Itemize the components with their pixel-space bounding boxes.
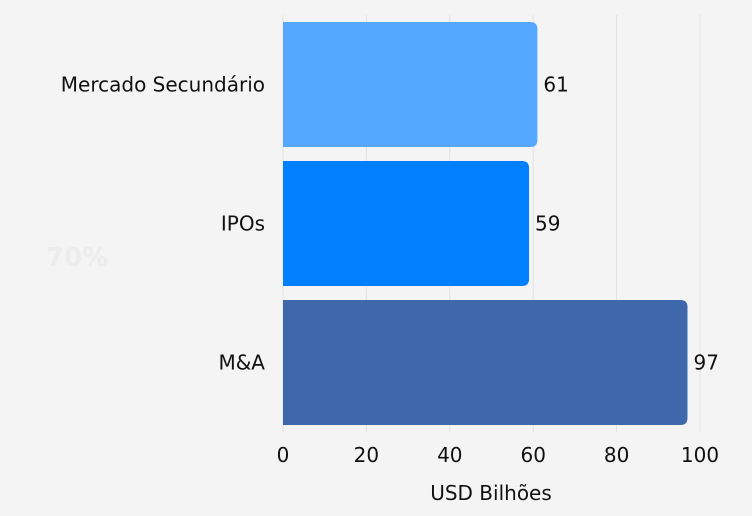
- category-labels: Mercado Secundário IPOs M&A: [61, 73, 266, 375]
- category-label: M&A: [218, 351, 265, 375]
- bar-0: [283, 21, 538, 148]
- x-tick-label: 20: [354, 443, 379, 467]
- x-axis-ticks: 0 20 40 60 80 100: [277, 443, 719, 467]
- x-axis-title: USD Bilhões: [430, 481, 552, 505]
- x-tick-label: 100: [681, 443, 719, 467]
- bar-2: [283, 299, 688, 426]
- value-labels: 61 59 97: [535, 73, 719, 375]
- category-label: IPOs: [221, 212, 265, 236]
- x-tick-label: 0: [277, 443, 290, 467]
- value-label: 59: [535, 212, 560, 236]
- bar-1: [283, 160, 530, 287]
- x-tick-label: 80: [604, 443, 629, 467]
- watermark: 70%: [46, 243, 108, 273]
- bars: [283, 21, 688, 426]
- x-tick-label: 60: [520, 443, 545, 467]
- category-label: Mercado Secundário: [61, 73, 265, 97]
- value-label: 61: [543, 73, 568, 97]
- value-label: 97: [693, 351, 718, 375]
- x-tick-label: 40: [437, 443, 462, 467]
